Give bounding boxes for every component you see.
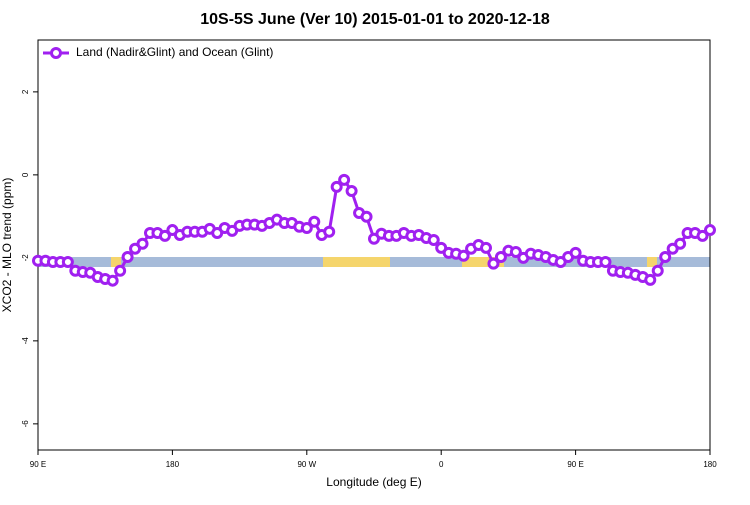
data-point <box>114 264 127 277</box>
data-point <box>457 249 470 262</box>
data-point <box>427 234 440 247</box>
data-point <box>674 237 687 250</box>
data-point <box>599 256 612 269</box>
data-point <box>659 251 672 264</box>
data-point <box>136 237 149 250</box>
legend-marker <box>50 47 62 59</box>
y-tick-label: 2 <box>21 89 30 94</box>
land-strip <box>647 257 657 267</box>
land-strip <box>111 257 121 267</box>
data-point <box>308 215 321 228</box>
data-point <box>330 180 343 193</box>
data-point <box>121 251 134 264</box>
y-tick-label: 0 <box>21 172 30 177</box>
y-tick-label: -6 <box>21 420 30 428</box>
data-point <box>345 185 358 198</box>
data-point <box>106 274 119 287</box>
y-axis-label: XCO2 - MLO trend (ppm) <box>0 178 14 313</box>
data-point <box>487 257 500 270</box>
legend: Land (Nadir&Glint) and Ocean (Glint) <box>43 45 273 59</box>
data-point <box>158 229 171 242</box>
land-strip <box>462 257 504 267</box>
data-point <box>323 225 336 238</box>
data-point <box>644 273 657 286</box>
x-tick-label: 90 E <box>30 460 46 469</box>
legend-label: Land (Nadir&Glint) and Ocean (Glint) <box>76 45 273 59</box>
y-tick-label: -2 <box>21 254 30 262</box>
data-point <box>696 229 709 242</box>
data-point <box>61 256 74 269</box>
x-tick-label: 90 W <box>297 460 316 469</box>
chart-title: 10S-5S June (Ver 10) 2015-01-01 to 2020-… <box>200 11 550 28</box>
data-point <box>569 246 582 259</box>
x-tick-label: 0 <box>439 460 444 469</box>
x-tick-label: 180 <box>166 460 180 469</box>
data-point <box>651 264 664 277</box>
y-tick-label: -4 <box>21 337 30 345</box>
x-tick-label: 180 <box>703 460 717 469</box>
data-point <box>480 241 492 254</box>
data-point <box>494 251 507 264</box>
plot-frame <box>37 39 711 451</box>
data-point <box>509 246 522 259</box>
data-point <box>338 173 351 186</box>
x-axis-label: Longitude (deg E) <box>326 475 421 489</box>
data-point <box>300 221 313 234</box>
land-ocean-strip <box>38 257 710 267</box>
data-point <box>360 210 373 223</box>
x-tick-label: 90 E <box>567 460 583 469</box>
data-point <box>704 224 716 237</box>
land-strip <box>323 257 390 267</box>
